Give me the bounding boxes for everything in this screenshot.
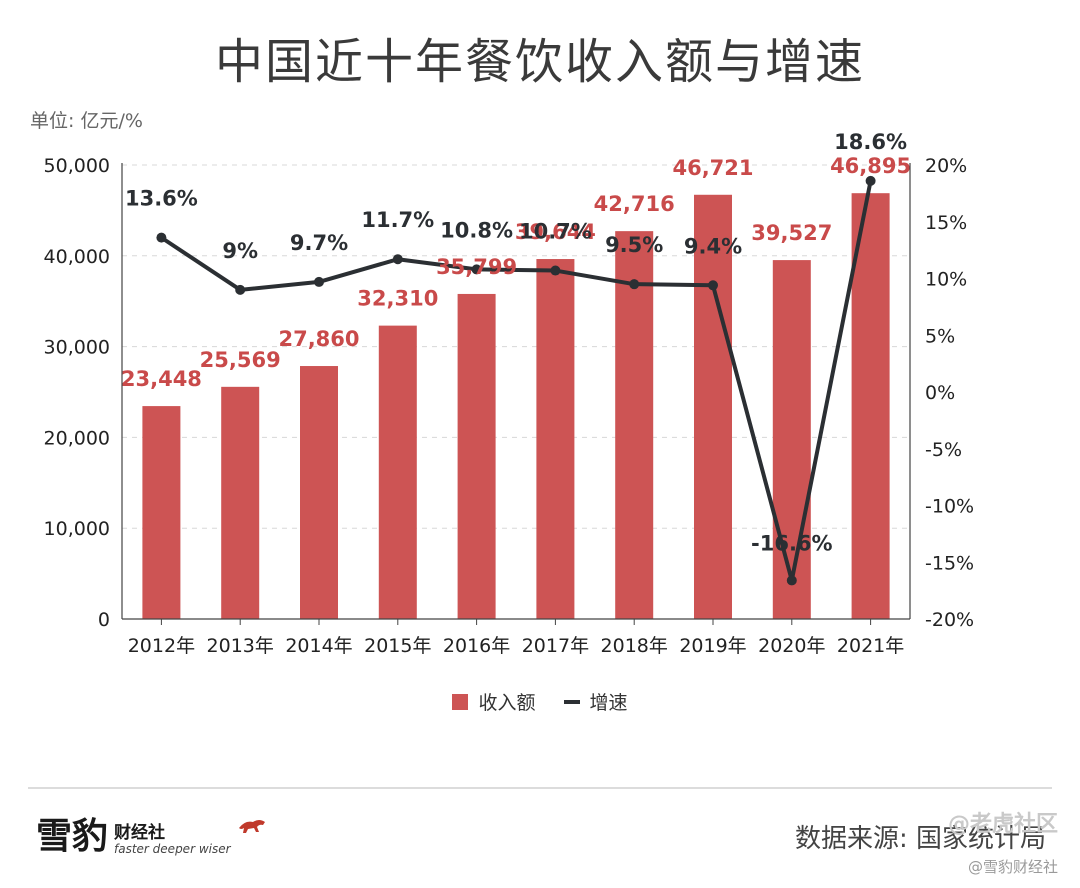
growth-point <box>629 279 640 290</box>
revenue-value-label: 23,448 <box>121 367 202 391</box>
legend-item-revenue: 收入额 <box>452 688 536 715</box>
x-tick-label: 2021年 <box>837 635 904 657</box>
revenue-value-label: 39,527 <box>751 221 832 245</box>
growth-point <box>156 232 167 243</box>
y-left-tick-label: 0 <box>98 609 110 631</box>
revenue-bar <box>536 259 575 619</box>
y-left-tick-label: 40,000 <box>44 246 110 268</box>
footer-divider <box>28 787 1052 789</box>
revenue-value-label: 42,716 <box>594 192 675 216</box>
x-tick-label: 2012年 <box>128 635 195 657</box>
x-tick-label: 2015年 <box>364 635 431 657</box>
y-right-tick-label: 15% <box>925 212 967 234</box>
y-right-tick-label: 5% <box>925 325 955 347</box>
revenue-value-label: 25,569 <box>200 348 281 372</box>
y-right-tick-label: -5% <box>925 439 962 461</box>
growth-value-label: 10.7% <box>519 220 592 244</box>
y-left-tick-label: 50,000 <box>44 155 110 177</box>
revenue-value-label: 46,895 <box>830 154 911 178</box>
growth-value-label: 10.8% <box>440 218 513 242</box>
growth-value-label: 9% <box>222 239 258 263</box>
revenue-bar <box>300 366 338 619</box>
bars <box>142 193 890 619</box>
revenue-value-label: 46,721 <box>672 156 753 180</box>
x-tick-label: 2014年 <box>285 635 352 657</box>
x-tick-label: 2018年 <box>601 635 668 657</box>
legend-revenue-label: 收入额 <box>478 692 536 714</box>
growth-polyline <box>160 180 873 583</box>
legend-growth-label: 增速 <box>589 692 628 714</box>
y-right-tick-label: -20% <box>925 609 974 631</box>
y-right-tick-label: -10% <box>925 496 974 518</box>
legend-item-growth: 增速 <box>563 688 628 715</box>
x-tick-label: 2020年 <box>758 635 825 657</box>
growth-point <box>550 265 561 276</box>
x-tick-label: 2017年 <box>522 635 589 657</box>
leopard-icon <box>238 820 265 833</box>
brand-logo: 雪豹 财经社 faster deeper wiser <box>36 816 267 856</box>
growth-line <box>156 175 876 586</box>
growth-value-label: 11.7% <box>361 208 434 232</box>
growth-point <box>786 575 797 586</box>
x-tick-label: 2016年 <box>443 635 510 657</box>
revenue-value-label: 39,644 <box>515 220 596 244</box>
logo-tagline: faster deeper wiser <box>114 841 231 856</box>
growth-point <box>314 276 324 287</box>
y-right-tick-label: 0% <box>925 382 955 404</box>
y-left-tick-label: 30,000 <box>44 337 110 359</box>
growth-value-label: 9.4% <box>684 234 742 258</box>
watermark-handle: @雪豹财经社 <box>967 858 1058 876</box>
growth-point <box>392 254 403 265</box>
revenue-value-label: 35,799 <box>436 255 517 279</box>
revenue-bar <box>615 231 654 619</box>
x-tick-label: 2019年 <box>679 635 746 657</box>
revenue-value-label: 32,310 <box>357 287 438 311</box>
revenue-bar <box>772 260 811 619</box>
y-right-tick-label: 10% <box>925 269 967 291</box>
revenue-bar <box>694 194 732 619</box>
revenue-bar <box>221 386 260 619</box>
revenue-bar <box>851 193 890 619</box>
growth-point <box>865 175 876 186</box>
logo-side: 财经社 faster deeper wiser <box>114 824 231 856</box>
x-tick-label: 2013年 <box>207 635 274 657</box>
revenue-bar <box>142 406 181 619</box>
growth-value-label: 9.5% <box>605 233 663 257</box>
y-left-tick-label: 10,000 <box>44 518 110 540</box>
logo-name-text: 财经社 <box>114 823 166 844</box>
unit-label: 单位: 亿元/% <box>30 110 143 132</box>
y-right-tick-label: 20% <box>925 155 967 177</box>
axes: 0 10,000 20,000 30,000 40,000 50,000 -20% -15% -… <box>44 155 975 657</box>
legend-bar-swatch <box>452 693 469 710</box>
growth-value-label: 18.6% <box>834 130 907 154</box>
growth-value-label: 9.7% <box>290 231 348 255</box>
data-source: 数据来源: 国家统计局 <box>794 824 1046 854</box>
revenue-bar <box>378 325 417 619</box>
growth-point <box>235 284 246 295</box>
chart-title: 中国近十年餐饮收入额与增速 <box>214 34 865 90</box>
logo-main-text: 雪豹 <box>36 815 109 857</box>
watermark-community: @老虎社区 <box>947 812 1058 837</box>
growth-value-label: -16.6% <box>751 531 833 555</box>
growth-point <box>708 280 718 291</box>
growth-value-label: 13.6% <box>125 187 198 211</box>
y-right-tick-label: -15% <box>925 552 974 574</box>
legend-line-swatch <box>563 699 580 704</box>
growth-point <box>471 264 482 275</box>
revenue-bar <box>457 293 496 619</box>
y-left-tick-label: 20,000 <box>44 427 110 449</box>
legend: 收入额 增速 <box>0 688 1080 715</box>
revenue-value-label: 27,860 <box>278 327 359 351</box>
